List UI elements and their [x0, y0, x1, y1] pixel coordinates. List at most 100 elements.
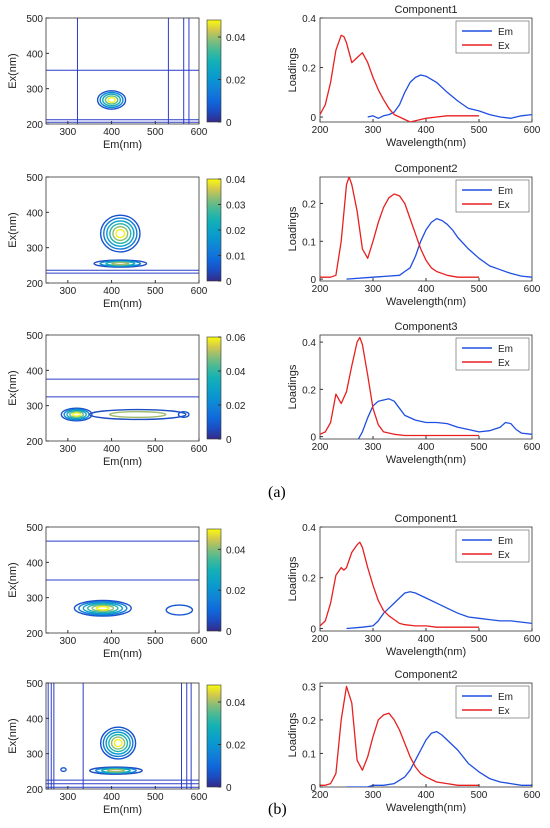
- x-tick-label: 500: [471, 790, 488, 801]
- x-tick-label: 600: [524, 634, 541, 645]
- plot-frame: [45, 176, 200, 284]
- y-tick-label: 0.2: [302, 385, 316, 396]
- x-axis-label: Em(nm): [103, 456, 142, 468]
- y-tick-label: 300: [26, 244, 43, 255]
- y-tick-label: 0.3: [302, 682, 316, 693]
- x-tick-label: 500: [147, 792, 164, 803]
- plot-frame: [45, 526, 200, 634]
- x-tick-label: 500: [147, 286, 164, 297]
- y-tick-label: 300: [26, 402, 43, 413]
- contour-level: [104, 95, 119, 105]
- y-tick-label: 0.2: [302, 64, 316, 75]
- series-line-em: [357, 398, 532, 439]
- plot-area: [46, 18, 199, 124]
- y-tick-label: 0: [310, 624, 316, 635]
- contour-level: [82, 602, 124, 615]
- colorbar-tick-label: 0.02: [226, 586, 246, 597]
- plot-area: [320, 685, 532, 787]
- x-tick-label: 300: [60, 286, 77, 297]
- y-tick-label: 0: [310, 433, 316, 444]
- x-tick-label: 400: [103, 636, 120, 647]
- loadings-plot-b2-loadings: Component2 200 300 400 500 600 0 0.1 0.2 0.3 Wavel…: [287, 669, 541, 814]
- x-tick-label: 300: [60, 127, 77, 138]
- loadings-plot-a2-loadings: Component2 200 300 400 500 600 0 0.1 0.2 Waveleng…: [287, 163, 541, 308]
- contour-level: [60, 767, 67, 773]
- contour-level: [108, 733, 129, 753]
- colorbar-tick-label: 0.02: [226, 741, 246, 752]
- plot-area: [320, 336, 532, 439]
- plot-frame: [45, 682, 200, 790]
- series-line-ex: [320, 34, 479, 122]
- x-axis-label: Wavelength(nm): [386, 454, 466, 466]
- colorbar: [206, 684, 222, 788]
- y-tick-label: 300: [26, 85, 43, 96]
- plot-area: [320, 177, 532, 280]
- x-tick-label: 400: [418, 634, 435, 645]
- chart-title: Component3: [395, 321, 458, 333]
- y-tick-label: 400: [26, 558, 43, 569]
- y-tick-label: 0.2: [302, 574, 316, 585]
- contour-level: [78, 601, 128, 616]
- contour-level: [109, 410, 167, 419]
- series-line-em: [346, 217, 532, 280]
- y-tick-label: 0: [310, 113, 316, 124]
- x-tick-label: 400: [418, 125, 435, 136]
- colorbar-tick-label: 0.02: [226, 226, 246, 237]
- y-tick-label: 0.4: [302, 523, 316, 534]
- y-axis-label: Ex(nm): [7, 53, 19, 88]
- series-line-em: [346, 591, 532, 630]
- colorbar-tick-label: 0.02: [226, 76, 246, 87]
- y-tick-label: 200: [26, 279, 43, 290]
- x-tick-label: 500: [147, 444, 164, 455]
- x-tick-label: 300: [60, 636, 77, 647]
- x-tick-label: 600: [191, 127, 208, 138]
- contour-level: [99, 260, 142, 267]
- x-tick-label: 300: [365, 634, 382, 645]
- y-tick-label: 200: [26, 437, 43, 448]
- colorbar-tick-label: 0: [226, 627, 232, 638]
- legend-label-em: Em: [498, 27, 513, 38]
- y-axis-label: Loadings: [287, 556, 299, 601]
- plot-area: [320, 541, 532, 630]
- x-tick-label: 300: [365, 125, 382, 136]
- y-tick-label: 500: [26, 331, 43, 342]
- y-tick-label: 400: [26, 49, 43, 60]
- contour-level: [66, 409, 87, 420]
- y-axis-label: Loadings: [287, 206, 299, 251]
- colorbar-tick-label: 0.04: [226, 698, 246, 709]
- contour-plot-a2-contour: 300 400 500 600 200 300 400 500 Em(nm) Ex(nm) 0 0.0…: [7, 173, 246, 310]
- y-tick-label: 500: [26, 14, 43, 25]
- x-tick-label: 600: [191, 444, 208, 455]
- x-tick-label: 600: [524, 284, 541, 295]
- chart-title: Component1: [395, 513, 458, 525]
- x-tick-label: 600: [191, 792, 208, 803]
- legend-box: [455, 337, 530, 371]
- x-axis-label: Wavelength(nm): [386, 296, 466, 308]
- plot-area: [46, 378, 199, 422]
- chart-title: Component2: [395, 163, 458, 175]
- contour-level: [106, 220, 135, 247]
- contour-level: [96, 90, 127, 110]
- y-tick-label: 500: [26, 523, 43, 534]
- contour-level: [165, 604, 194, 616]
- legend-label-em: Em: [498, 692, 513, 703]
- x-tick-label: 200: [312, 790, 329, 801]
- legend-box: [455, 20, 530, 54]
- contour-plot-a3-contour: 300 400 500 600 200 300 400 500 Em(nm) Ex(nm) 0 0.0…: [7, 331, 246, 468]
- y-tick-label: 500: [26, 679, 43, 690]
- colorbar: [206, 336, 222, 440]
- x-tick-label: 200: [312, 284, 329, 295]
- contour-level: [95, 605, 110, 611]
- colorbar-tick-label: 0.04: [226, 175, 246, 186]
- panel-label-a: (a): [268, 484, 286, 501]
- chart-title: Component1: [395, 4, 458, 16]
- legend-box: [455, 179, 530, 213]
- contour-level: [71, 412, 82, 417]
- x-tick-label: 500: [471, 634, 488, 645]
- x-tick-label: 500: [147, 127, 164, 138]
- x-tick-label: 400: [103, 792, 120, 803]
- y-tick-label: 200: [26, 785, 43, 796]
- contour-level: [105, 731, 131, 755]
- contour-level: [115, 228, 126, 239]
- contour-level: [73, 599, 132, 617]
